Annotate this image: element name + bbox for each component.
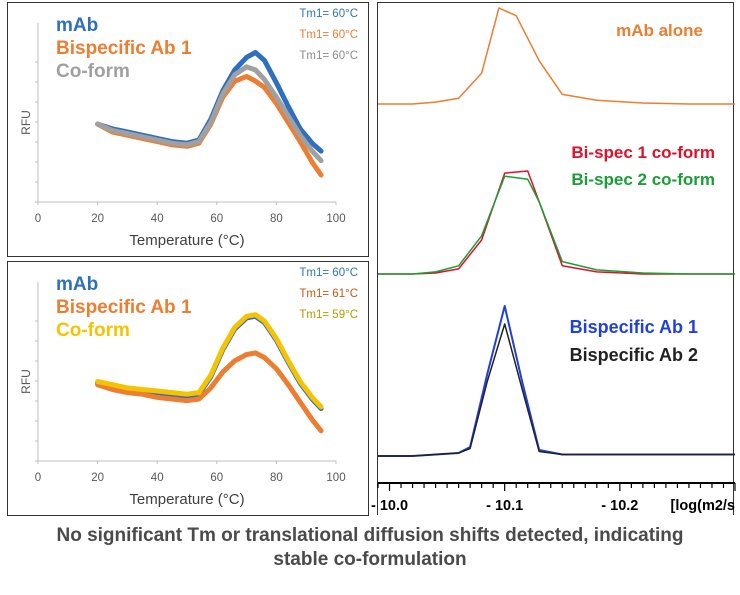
tm-annotation: Tm1= 60°C bbox=[299, 267, 358, 279]
dosy-chart: mAb alone Bi-spec 1 co-form Bi-spec 2 co-f… bbox=[371, 7, 736, 514]
x-tick-label: 40 bbox=[151, 472, 164, 484]
series-line-bispecific-ab-2 bbox=[378, 323, 735, 457]
x-tick-label: - 10.2 bbox=[601, 498, 638, 514]
x-tick-label: 60 bbox=[210, 213, 223, 225]
x-tick-label: 100 bbox=[326, 213, 345, 225]
caption-line-2: stable co-formulation bbox=[273, 549, 467, 570]
series-line-co-form bbox=[95, 312, 324, 410]
legend-entry: Co-form bbox=[56, 320, 130, 341]
x-tick-label: 20 bbox=[91, 472, 104, 484]
x-axis-title: Temperature (°C) bbox=[129, 232, 244, 249]
trace-label: Bi-spec 2 co-form bbox=[571, 170, 715, 189]
legend-entry: mAb bbox=[56, 274, 98, 295]
tm-annotation: Tm1= 61°C bbox=[299, 288, 358, 300]
tm-annotation: Tm1= 60°C bbox=[299, 50, 358, 62]
x-axis-title: [log(m2/s bbox=[671, 498, 735, 514]
x-tick-label: 60 bbox=[210, 472, 223, 484]
x-tick-label: - 10.1 bbox=[486, 498, 523, 514]
tm-annotation: Tm1= 60°C bbox=[299, 29, 358, 41]
y-axis-title: RFU bbox=[19, 369, 33, 394]
caption-line-1: No significant Tm or translational diffu… bbox=[56, 525, 684, 546]
legend-entry: Co-form bbox=[56, 61, 130, 82]
x-tick-label: 100 bbox=[326, 472, 345, 484]
dsf-panel-top: 0 20 40 60 80 100 Temperature (°C) RFU mAb Bispec… bbox=[7, 2, 369, 257]
dsf-chart-bottom: 0 20 40 60 80 100 Temperature (°C) RFU mAbBispec… bbox=[19, 267, 358, 508]
tm-annotation: Tm1= 59°C bbox=[299, 309, 358, 321]
tm-annotation: Tm1= 60°C bbox=[299, 8, 358, 20]
legend-entry: Bispecific Ab 1 bbox=[56, 297, 192, 318]
trace-label: Bi-spec 1 co-form bbox=[571, 143, 715, 162]
x-tick-label: 80 bbox=[270, 213, 283, 225]
series-line-bi-spec-2-co-form bbox=[378, 175, 735, 275]
trace-label: Bispecific Ab 1 bbox=[570, 317, 698, 337]
series-line-co-form bbox=[95, 64, 324, 164]
figure-caption: No significant Tm or translational diffu… bbox=[0, 524, 740, 572]
trace-label: mAb alone bbox=[616, 21, 703, 40]
legend-entry: Bispecific Ab 1 bbox=[56, 38, 192, 59]
x-tick-label: 20 bbox=[91, 213, 104, 225]
x-tick-label: 0 bbox=[35, 472, 41, 484]
legend-entry: mAb bbox=[56, 15, 98, 36]
x-tick-label: 80 bbox=[270, 472, 283, 484]
series-line-mab-alone bbox=[378, 7, 735, 105]
x-tick-label: 0 bbox=[35, 213, 41, 225]
y-axis-title: RFU bbox=[19, 110, 33, 135]
dsf-panel-bottom: 0 20 40 60 80 100 Temperature (°C) RFU mAb Bispec… bbox=[7, 261, 369, 516]
x-tick-label: - 10.0 bbox=[371, 498, 408, 514]
dsf-chart-top: 0 20 40 60 80 100 Temperature (°C) RFU mAbBispec… bbox=[19, 8, 358, 249]
x-tick-label: 40 bbox=[151, 213, 164, 225]
trace-label: Bispecific Ab 2 bbox=[570, 345, 698, 365]
dosy-panel: mAb alone Bi-spec 1 co-form Bi-spec 2 co-f… bbox=[371, 2, 736, 515]
x-axis-title: Temperature (°C) bbox=[129, 491, 244, 508]
series-line-bispecific-ab-1 bbox=[95, 350, 324, 434]
